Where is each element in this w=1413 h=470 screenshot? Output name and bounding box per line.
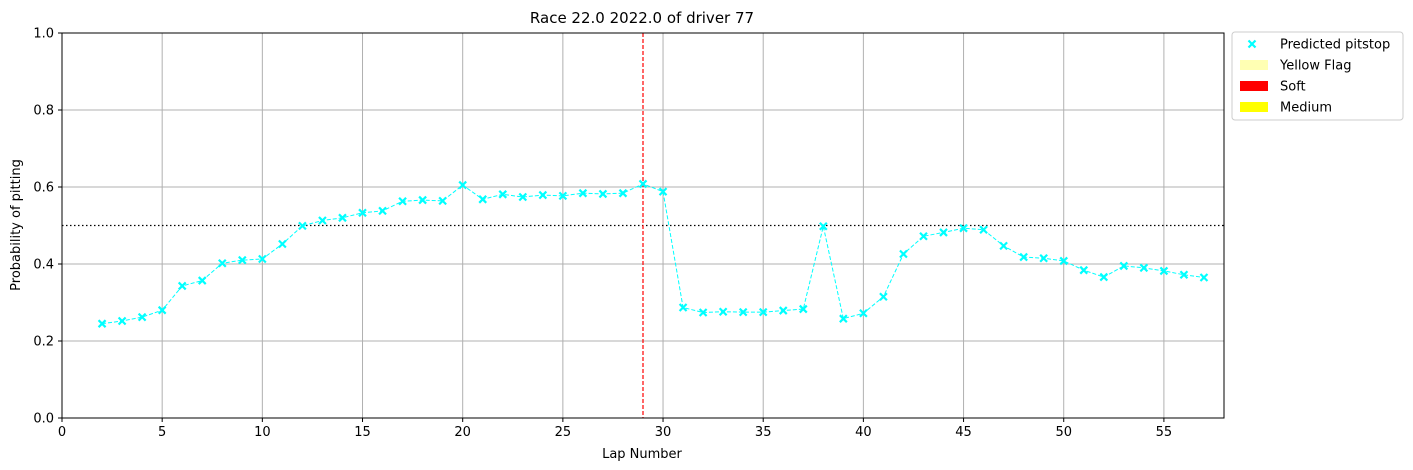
- data-point: [1179, 270, 1189, 280]
- x-tick-label: 15: [354, 425, 371, 440]
- x-tick-label: 40: [855, 425, 872, 440]
- legend-patch: [1240, 102, 1268, 112]
- y-axis-label: Probability of pitting: [9, 159, 24, 291]
- data-point: [558, 191, 568, 201]
- data-point: [678, 303, 688, 312]
- y-axis-ticks: 0.0 0.2 0.4 0.6 0.8 1.0: [33, 27, 62, 427]
- x-tick-label: 20: [454, 425, 471, 440]
- data-point: [498, 190, 508, 199]
- legend-box: [1231, 31, 1404, 121]
- data-point: [1059, 256, 1068, 266]
- chart-title: Race 22.0 2022.0 of driver 77: [530, 9, 754, 27]
- data-point: [1119, 261, 1129, 271]
- legend-patch: [1240, 81, 1268, 91]
- y-tick-label: 0.4: [33, 258, 54, 273]
- data-point: [899, 249, 908, 259]
- data-point: [979, 225, 988, 235]
- data-point: [137, 312, 147, 322]
- x-tick-label: 50: [1055, 425, 1072, 440]
- data-point: [97, 319, 107, 328]
- y-tick-label: 1.0: [33, 27, 54, 42]
- y-tick-label: 0.6: [33, 181, 54, 196]
- x-tick-label: 0: [58, 425, 66, 440]
- data-point: [117, 316, 127, 326]
- x-axis-ticks: 0 5 10 15 20 25 30 35 40 45 50 55: [58, 418, 1172, 440]
- data-point: [258, 254, 267, 264]
- legend-label: Yellow Flag: [1279, 59, 1351, 74]
- data-point: [458, 180, 467, 190]
- data-point: [1099, 272, 1109, 282]
- x-tick-label: 25: [555, 425, 572, 440]
- data-point: [1079, 265, 1089, 275]
- y-tick-label: 0.2: [33, 335, 54, 350]
- data-point: [338, 213, 347, 223]
- data-point: [418, 195, 427, 205]
- data-point: [879, 292, 888, 302]
- x-tick-label: 45: [955, 425, 972, 440]
- data-point: [738, 307, 748, 317]
- legend-label: Predicted pitstop: [1280, 38, 1390, 53]
- data-point: [438, 196, 447, 206]
- data-point: [1159, 266, 1169, 276]
- data-point: [939, 228, 948, 237]
- data-point: [1139, 263, 1149, 273]
- data-point: [538, 190, 548, 200]
- data-point: [758, 307, 768, 317]
- series-line: [102, 183, 1205, 325]
- data-point: [698, 308, 708, 317]
- y-tick-label: 0.8: [33, 104, 54, 119]
- x-tick-label: 30: [655, 425, 672, 440]
- legend: Predicted pitstop Yellow Flag Soft Medium: [1231, 31, 1404, 121]
- legend-marker: [1247, 39, 1257, 49]
- data-point: [177, 281, 187, 291]
- data-point: [378, 206, 387, 216]
- x-axis-label: Lap Number: [602, 447, 682, 462]
- data-point: [1199, 273, 1209, 282]
- data-point: [1039, 253, 1048, 263]
- data-point: [718, 307, 728, 317]
- data-point: [318, 216, 327, 225]
- data-point: [578, 188, 588, 198]
- data-point: [398, 196, 407, 206]
- data-point: [157, 305, 167, 315]
- data-point: [658, 187, 668, 196]
- legend-patch: [1240, 60, 1268, 70]
- reference-lines: [62, 33, 1224, 418]
- data-point: [217, 258, 227, 268]
- data-point: [238, 255, 247, 265]
- data-point: [278, 239, 287, 249]
- x-tick-label: 55: [1156, 425, 1173, 440]
- data-point: [358, 208, 367, 218]
- data-point: [298, 221, 307, 231]
- data-point: [798, 304, 808, 314]
- data-point: [819, 221, 828, 231]
- data-point: [598, 189, 608, 199]
- data-point: [859, 309, 868, 318]
- data-point: [778, 306, 788, 315]
- x-tick-label: 10: [254, 425, 271, 440]
- x-tick-label: 5: [158, 425, 166, 440]
- data-point: [638, 179, 648, 189]
- data-point: [478, 195, 488, 204]
- legend-label: Medium: [1280, 101, 1332, 116]
- data-point: [839, 314, 848, 323]
- data-point: [999, 241, 1008, 251]
- data-point: [618, 188, 628, 198]
- data-point: [1019, 252, 1028, 262]
- y-tick-label: 0.0: [33, 412, 54, 427]
- x-tick-label: 35: [755, 425, 772, 440]
- plot-frame: [61, 32, 1225, 419]
- data-point: [919, 232, 928, 241]
- data-point: [959, 223, 968, 233]
- series-predicted-pitstop: [97, 179, 1209, 328]
- data-point: [197, 276, 207, 285]
- legend-label: Soft: [1280, 80, 1306, 95]
- data-point: [518, 192, 528, 202]
